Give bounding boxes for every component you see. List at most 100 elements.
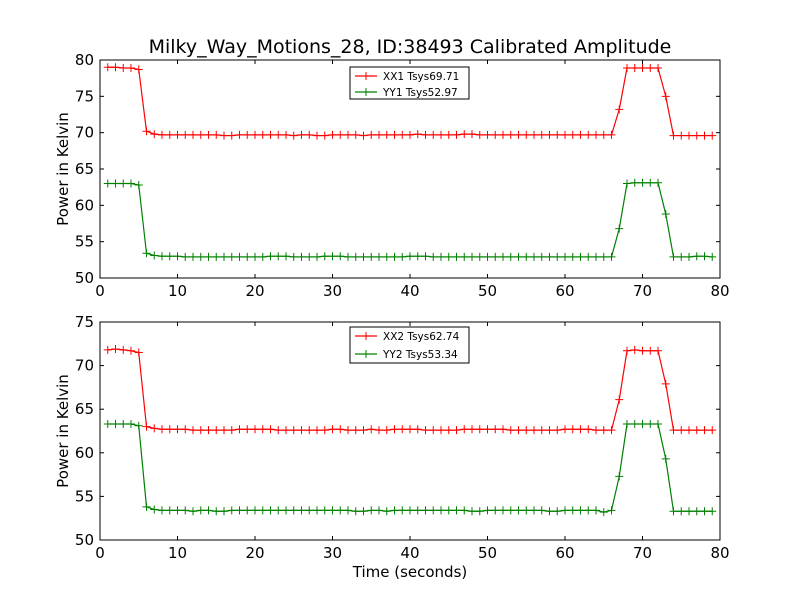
data-point-marker	[204, 130, 213, 139]
x-tick-label: 70	[633, 544, 652, 562]
data-point-marker	[103, 179, 112, 188]
data-point-marker	[444, 130, 453, 139]
data-point-marker	[491, 252, 500, 261]
data-point-marker	[212, 252, 221, 261]
data-point-marker	[181, 506, 190, 515]
data-point-marker	[421, 426, 430, 435]
data-point-marker	[289, 131, 298, 140]
data-point-marker	[375, 506, 383, 515]
data-point-marker	[537, 252, 546, 261]
data-point-marker	[483, 506, 492, 515]
data-point-marker	[661, 92, 670, 101]
data-point-marker	[576, 130, 585, 139]
legend-label: YY1 Tsys52.97	[382, 87, 458, 99]
data-point-marker	[320, 506, 329, 515]
data-point-marker	[483, 130, 492, 139]
data-point-marker	[111, 420, 120, 429]
x-tick-label: 60	[555, 282, 574, 300]
data-point-marker	[313, 426, 321, 435]
data-point-marker	[266, 506, 275, 515]
data-point-marker	[367, 130, 376, 139]
data-point-marker	[421, 130, 430, 139]
data-point-marker	[351, 507, 360, 516]
legend-marker	[362, 350, 370, 358]
data-point-marker	[413, 506, 422, 515]
series-line	[107, 182, 713, 258]
data-point-marker	[344, 506, 352, 515]
data-point-marker	[530, 506, 538, 515]
x-tick-label: 10	[168, 544, 187, 562]
data-point-marker	[429, 426, 438, 435]
data-point-marker	[134, 180, 143, 189]
data-point-marker	[235, 130, 244, 139]
data-point-marker	[103, 63, 112, 72]
data-point-marker	[251, 130, 259, 139]
data-point-marker	[390, 252, 399, 261]
data-point-marker	[127, 420, 135, 429]
series-1	[103, 345, 717, 435]
data-point-marker	[413, 130, 422, 139]
data-point-marker	[685, 426, 693, 435]
data-point-marker	[119, 179, 128, 188]
x-tick-label: 60	[555, 544, 574, 562]
y-tick-label: 75	[75, 313, 94, 331]
data-point-marker	[638, 346, 647, 355]
legend-marker	[362, 72, 370, 80]
data-point-marker	[181, 425, 190, 434]
data-point-marker	[677, 131, 686, 140]
data-point-marker	[468, 252, 476, 261]
data-point-marker	[375, 130, 383, 139]
data-point-marker	[460, 130, 469, 139]
data-point-marker	[243, 506, 252, 515]
data-point-marker	[344, 426, 352, 435]
data-point-marker	[700, 426, 709, 435]
data-point-marker	[243, 130, 252, 139]
data-point-marker	[708, 507, 717, 516]
data-point-marker	[669, 252, 678, 261]
data-point-marker	[142, 502, 151, 511]
data-point-marker	[437, 506, 445, 515]
data-point-marker	[119, 345, 128, 354]
data-point-marker	[313, 131, 321, 140]
data-point-marker	[630, 345, 639, 354]
data-point-marker	[491, 425, 500, 434]
y-tick-label: 50	[75, 531, 94, 549]
x-tick-label: 50	[478, 544, 497, 562]
data-point-marker	[344, 130, 352, 139]
data-point-marker	[367, 425, 376, 434]
data-point-marker	[173, 252, 182, 261]
data-point-marker	[700, 507, 709, 516]
data-point-marker	[615, 105, 624, 114]
data-point-marker	[661, 210, 670, 219]
data-point-marker	[406, 252, 414, 261]
data-point-marker	[661, 454, 670, 463]
series-2	[103, 178, 717, 261]
data-point-marker	[576, 425, 585, 434]
data-point-marker	[158, 506, 166, 515]
data-point-marker	[584, 425, 593, 434]
data-point-marker	[545, 426, 554, 435]
data-point-marker	[429, 506, 438, 515]
data-point-marker	[623, 420, 631, 429]
data-point-marker	[220, 131, 228, 140]
data-point-marker	[615, 395, 624, 404]
data-point-marker	[382, 130, 391, 139]
data-point-marker	[359, 426, 368, 435]
legend-entry: XX1 Tsys69.71	[355, 71, 459, 83]
data-point-marker	[227, 426, 236, 435]
data-point-marker	[553, 130, 562, 139]
y-axis-label: Power in Kelvin	[54, 112, 72, 226]
data-point-marker	[468, 507, 476, 516]
data-point-marker	[630, 178, 639, 187]
x-tick-label: 50	[478, 282, 497, 300]
data-point-marker	[437, 252, 445, 261]
data-point-marker	[685, 252, 693, 261]
data-point-marker	[266, 130, 275, 139]
data-point-marker	[243, 252, 252, 261]
data-point-marker	[506, 130, 515, 139]
data-point-marker	[258, 130, 267, 139]
legend-label: YY2 Tsys53.34	[382, 349, 458, 361]
data-point-marker	[212, 130, 221, 139]
data-point-marker	[181, 130, 190, 139]
data-point-marker	[204, 506, 213, 515]
